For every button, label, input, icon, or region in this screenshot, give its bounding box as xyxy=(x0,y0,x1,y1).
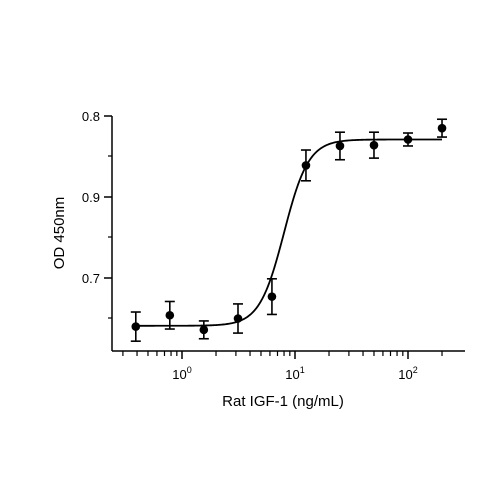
y-tick-label: 0.9 xyxy=(82,190,100,205)
data-point xyxy=(233,314,243,323)
y-tick-label: 0.8 xyxy=(82,109,100,124)
data-point xyxy=(199,325,209,335)
y-axis-title: OD 450nm xyxy=(51,197,68,270)
data-point-group xyxy=(232,303,243,334)
data-point xyxy=(335,141,345,151)
data-point-group xyxy=(334,131,345,161)
data-point-group xyxy=(266,278,277,316)
x-tick-label: 102 xyxy=(398,365,417,382)
fit-curve-layer xyxy=(135,138,443,327)
x-tick-label-exp: 2 xyxy=(413,365,418,375)
x-tick-label: 100 xyxy=(172,365,191,382)
x-tick-label-base: 10 xyxy=(398,367,412,382)
x-tick-label-base: 10 xyxy=(172,367,186,382)
data-points-layer xyxy=(130,118,448,342)
x-tick-label-exp: 0 xyxy=(187,365,192,375)
data-point xyxy=(437,123,447,133)
data-point-group xyxy=(130,311,141,342)
data-point-group xyxy=(437,118,448,138)
y-axis: 0.8 0.9 0.7 OD 450nm xyxy=(51,109,113,351)
x-axis-title: Rat IGF-1 (ng/mL) xyxy=(222,393,344,410)
data-point xyxy=(131,322,141,331)
x-tick-label-exp: 1 xyxy=(300,365,305,375)
data-point xyxy=(369,140,379,150)
x-tick-label-base: 10 xyxy=(285,367,299,382)
data-point xyxy=(267,292,277,301)
data-point-group xyxy=(403,132,413,147)
data-point xyxy=(165,310,175,320)
data-point-group xyxy=(198,320,209,340)
data-point-group xyxy=(300,149,311,182)
data-point xyxy=(403,135,413,144)
fit-curve xyxy=(135,138,443,327)
data-point xyxy=(301,161,311,170)
data-point-group xyxy=(368,131,379,159)
x-axis: 100 101 102 Rat IGF-1 (ng/mL) xyxy=(112,350,465,410)
x-tick-label: 101 xyxy=(285,365,304,382)
data-point-group xyxy=(164,300,175,330)
y-tick-label: 0.7 xyxy=(82,271,100,286)
